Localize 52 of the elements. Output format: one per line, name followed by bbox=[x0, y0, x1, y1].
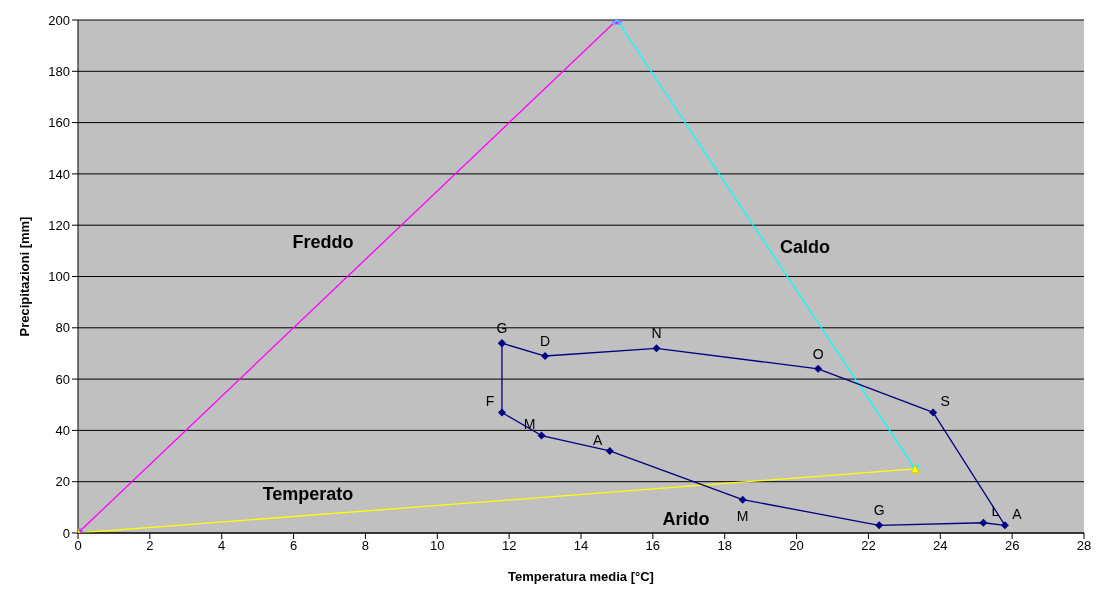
y-tick-label: 200 bbox=[48, 12, 70, 28]
point bbox=[929, 408, 938, 417]
y-tick-label: 0 bbox=[62, 525, 70, 541]
point bbox=[1000, 521, 1009, 530]
x-tick-label: 26 bbox=[1004, 538, 1020, 554]
y-tick-label: 60 bbox=[55, 371, 70, 387]
x-tick-label: 16 bbox=[645, 538, 661, 554]
annotation: Arido bbox=[662, 508, 710, 529]
point bbox=[652, 344, 661, 353]
y-tick-label: 20 bbox=[55, 474, 70, 490]
point bbox=[541, 352, 550, 361]
x-tick-label: 20 bbox=[789, 538, 804, 554]
x-tick-label: 10 bbox=[430, 538, 445, 554]
y-tick-label: 140 bbox=[48, 166, 70, 182]
data-label: G bbox=[873, 502, 885, 519]
x-tick-label: 4 bbox=[218, 538, 226, 554]
x-tick-label: 28 bbox=[1076, 538, 1092, 554]
y-tick-label: 40 bbox=[55, 423, 70, 439]
point bbox=[814, 364, 823, 373]
point bbox=[537, 431, 546, 440]
point bbox=[605, 446, 614, 455]
y-axis-title: Precipitazioni [mm] bbox=[16, 216, 32, 337]
x-tick-label: 12 bbox=[501, 538, 517, 554]
data-label: O bbox=[812, 345, 824, 362]
x-axis-title: Temperatura media [°C] bbox=[508, 569, 654, 584]
data-label: A bbox=[593, 431, 604, 448]
annotation: Temperato bbox=[262, 484, 354, 505]
data-label: D bbox=[540, 332, 551, 349]
y-tick-label: 180 bbox=[48, 63, 70, 79]
x-tick-label: 8 bbox=[361, 538, 370, 554]
y-tick-label: 80 bbox=[55, 320, 70, 336]
data-label: S bbox=[940, 393, 950, 410]
x-tick-label: 0 bbox=[74, 538, 82, 554]
y-tick-label: 120 bbox=[48, 217, 70, 233]
x-tick-label: 14 bbox=[573, 538, 589, 554]
point bbox=[875, 521, 884, 530]
data-label: N bbox=[651, 325, 662, 342]
x-tick-label: 18 bbox=[717, 538, 732, 554]
point bbox=[979, 518, 988, 527]
point bbox=[738, 495, 747, 504]
x-tick-label: 22 bbox=[861, 538, 876, 554]
x-tick-label: 2 bbox=[146, 538, 154, 554]
point bbox=[497, 408, 506, 417]
x-tick-label: 24 bbox=[933, 538, 948, 554]
data-label: A bbox=[1012, 506, 1023, 523]
annotation: Caldo bbox=[779, 236, 831, 257]
data-label: F bbox=[485, 393, 495, 410]
y-tick-label: 100 bbox=[48, 269, 70, 285]
data-label: M bbox=[736, 508, 749, 525]
annotation: Freddo bbox=[292, 232, 354, 253]
y-tick-label: 160 bbox=[48, 115, 70, 131]
x-tick-label: 6 bbox=[289, 538, 298, 554]
